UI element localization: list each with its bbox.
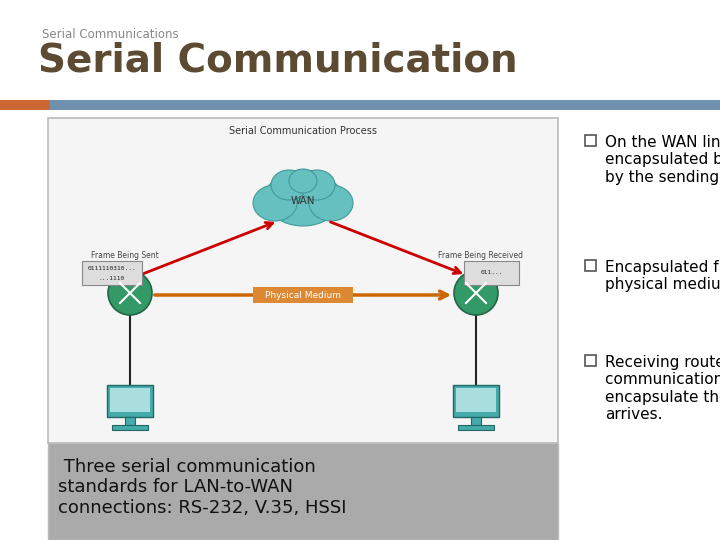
- Ellipse shape: [289, 169, 317, 193]
- Text: Receiving router uses the same
communications protocol to de-
encapsulate the fr: Receiving router uses the same communica…: [605, 355, 720, 422]
- Bar: [471, 417, 481, 425]
- Bar: [48, 118, 558, 443]
- Bar: [453, 385, 499, 417]
- Text: WAN: WAN: [291, 196, 315, 206]
- Ellipse shape: [299, 170, 335, 200]
- Text: On the WAN link, data is
encapsulated by the protocol used
by the sending router: On the WAN link, data is encapsulated by…: [605, 135, 720, 185]
- Bar: [125, 417, 135, 425]
- Circle shape: [108, 271, 152, 315]
- Bar: [48, 443, 558, 540]
- Text: Serial Communication Process: Serial Communication Process: [229, 126, 377, 136]
- Ellipse shape: [253, 185, 297, 221]
- Text: 011...: 011...: [480, 271, 503, 275]
- Circle shape: [454, 271, 498, 315]
- Bar: [456, 388, 496, 412]
- Text: ...1110: ...1110: [99, 275, 125, 280]
- Text: Serial Communications: Serial Communications: [42, 28, 179, 41]
- Bar: [112, 425, 148, 430]
- Text: Physical Medium: Physical Medium: [265, 291, 341, 300]
- Text: Three serial communication
standards for LAN-to-WAN
connections: RS-232, V.35, H: Three serial communication standards for…: [58, 458, 346, 517]
- Bar: [585, 135, 596, 146]
- Ellipse shape: [309, 185, 353, 221]
- Bar: [458, 425, 494, 430]
- Bar: [50, 100, 720, 110]
- Text: Serial Communication: Serial Communication: [38, 42, 518, 80]
- Bar: [82, 261, 142, 285]
- Bar: [0, 100, 50, 110]
- Text: Encapsulated frame is sent on a
physical medium to the WAN.: Encapsulated frame is sent on a physical…: [605, 260, 720, 292]
- Text: 0111110310...: 0111110310...: [88, 266, 136, 271]
- Text: Frame Being Sent: Frame Being Sent: [91, 251, 159, 260]
- Bar: [585, 355, 596, 366]
- Bar: [107, 385, 153, 417]
- Bar: [253, 287, 353, 303]
- Text: Frame Being Received: Frame Being Received: [438, 251, 523, 260]
- Bar: [110, 388, 150, 412]
- Ellipse shape: [271, 170, 307, 200]
- Bar: [585, 260, 596, 271]
- Ellipse shape: [265, 170, 341, 226]
- Bar: [464, 261, 519, 285]
